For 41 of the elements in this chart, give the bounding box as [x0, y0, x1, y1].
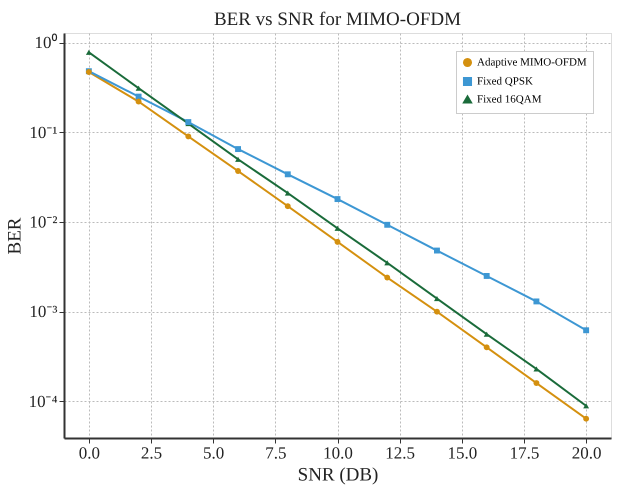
- x-axis-title: SNR (DB): [298, 464, 378, 486]
- y-tick-label: 10⁻³: [29, 302, 58, 322]
- legend-label: Fixed QPSK: [477, 76, 533, 88]
- x-tick-label: 12.5: [385, 444, 416, 462]
- point: [136, 94, 142, 100]
- point: [284, 203, 291, 210]
- point: [384, 222, 390, 228]
- point: [334, 238, 340, 245]
- point: [583, 327, 590, 334]
- point: [533, 298, 540, 304]
- point: [434, 296, 440, 302]
- point: [583, 403, 590, 408]
- y-tick-label: 10⁻¹: [29, 122, 58, 142]
- y-tick-label: 10⁰: [34, 33, 58, 52]
- x-tick-label: 5.0: [203, 444, 224, 462]
- y-tick-label: 10⁻²: [29, 212, 58, 232]
- legend-label: Fixed 16QAM: [477, 94, 542, 106]
- point: [484, 273, 490, 279]
- x-tick-label: 10.0: [323, 444, 353, 462]
- point: [185, 133, 192, 140]
- x-tick-label: 7.5: [265, 444, 286, 462]
- x-tick-label: 0.0: [78, 444, 100, 462]
- y-tick-label: 10⁻⁴: [28, 392, 58, 411]
- point: [334, 196, 340, 202]
- x-tick-label: 20.0: [572, 444, 602, 462]
- point: [533, 380, 540, 386]
- x-tick-label: 15.0: [447, 444, 478, 462]
- x-tick-label: 17.5: [510, 444, 540, 462]
- point: [136, 98, 142, 105]
- legend-label: Adaptive MIMO-OFDM: [477, 56, 587, 68]
- y-axis-title: BER: [4, 217, 26, 254]
- point: [235, 168, 242, 174]
- point: [384, 274, 390, 281]
- point: [434, 308, 440, 315]
- point: [284, 171, 291, 178]
- point: [583, 416, 590, 422]
- point: [484, 344, 490, 350]
- chart-title: BER vs SNR for MIMO-OFDM: [214, 9, 462, 30]
- point: [434, 248, 440, 254]
- point: [235, 146, 242, 152]
- x-tick-label: 2.5: [140, 444, 162, 462]
